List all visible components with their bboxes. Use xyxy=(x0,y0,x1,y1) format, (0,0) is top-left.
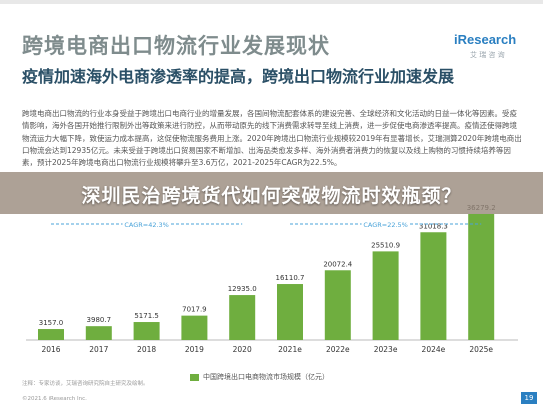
x-tick-label: 2019 xyxy=(185,345,204,354)
x-tick-label: 2017 xyxy=(89,345,108,354)
legend-swatch xyxy=(190,373,199,381)
banner-headline: 深圳民治跨境货代如何突破物流时效瓶颈？ xyxy=(81,185,462,207)
brand-logo: iResearch xyxy=(454,32,517,47)
brand-subtitle: 艾 瑞 咨 询 xyxy=(470,51,505,59)
bar xyxy=(277,284,303,340)
page-number: 19 xyxy=(521,392,537,404)
top-divider xyxy=(0,0,543,4)
source-note: 注释：专家访谈，艾瑞咨询研究院自主研究及绘制。 xyxy=(22,381,149,387)
bar xyxy=(181,315,208,340)
body-paragraph: 跨境电商出口物流的行业本身受益于跨境出口电商行业的增量发展，各国间物流配套体系的… xyxy=(22,109,522,168)
bar xyxy=(229,295,256,340)
bar xyxy=(468,213,495,340)
bar xyxy=(133,322,160,340)
x-tick-label: 2020 xyxy=(233,345,252,354)
x-tick-label: 2018 xyxy=(137,345,156,354)
bar xyxy=(324,270,351,340)
x-tick-label: 2024e xyxy=(422,345,446,354)
bar-value-label: 3980.7 xyxy=(87,316,112,324)
overlay-banner xyxy=(0,172,543,214)
x-tick-label: 2021e xyxy=(278,345,302,354)
legend-label: 中国跨境出口电商物流市场规模（亿元） xyxy=(203,373,329,381)
cagr-label-bg xyxy=(122,219,171,229)
bar-value-label: 7017.9 xyxy=(182,306,207,314)
bar xyxy=(420,232,447,340)
bar-value-label: 3157.0 xyxy=(39,319,64,327)
cagr-label: CAGR=42.3% xyxy=(124,221,169,229)
cagr-label: CAGR=22.5% xyxy=(363,221,408,229)
x-tick-label: 2016 xyxy=(41,345,60,354)
cagr-label-bg xyxy=(361,219,410,229)
report-title: 跨境电商出口物流行业发展现状 xyxy=(22,34,330,58)
bar-value-label: 31018.3 xyxy=(419,222,448,230)
copyright: ©2021.6 iResearch Inc. xyxy=(22,396,87,402)
bar-value-label: 25510.9 xyxy=(371,241,400,249)
bar-value-label: 20072.4 xyxy=(323,260,352,268)
x-tick-label: 2022e xyxy=(326,345,350,354)
bar xyxy=(372,251,399,340)
bar-value-label: 16110.7 xyxy=(276,274,305,282)
bar xyxy=(38,329,64,340)
slide-subtitle: 疫情加速海外电商渗透率的提高，跨境出口物流行业加速发展 xyxy=(22,67,455,86)
bar-value-label: 12935.0 xyxy=(228,285,257,293)
x-tick-label: 2025e xyxy=(469,345,493,354)
chart-legend: 中国跨境出口电商物流市场规模（亿元） xyxy=(190,372,329,382)
x-tick-label: 2023e xyxy=(374,345,398,354)
bar xyxy=(85,326,112,340)
bar-value-label: 5171.5 xyxy=(134,312,159,320)
